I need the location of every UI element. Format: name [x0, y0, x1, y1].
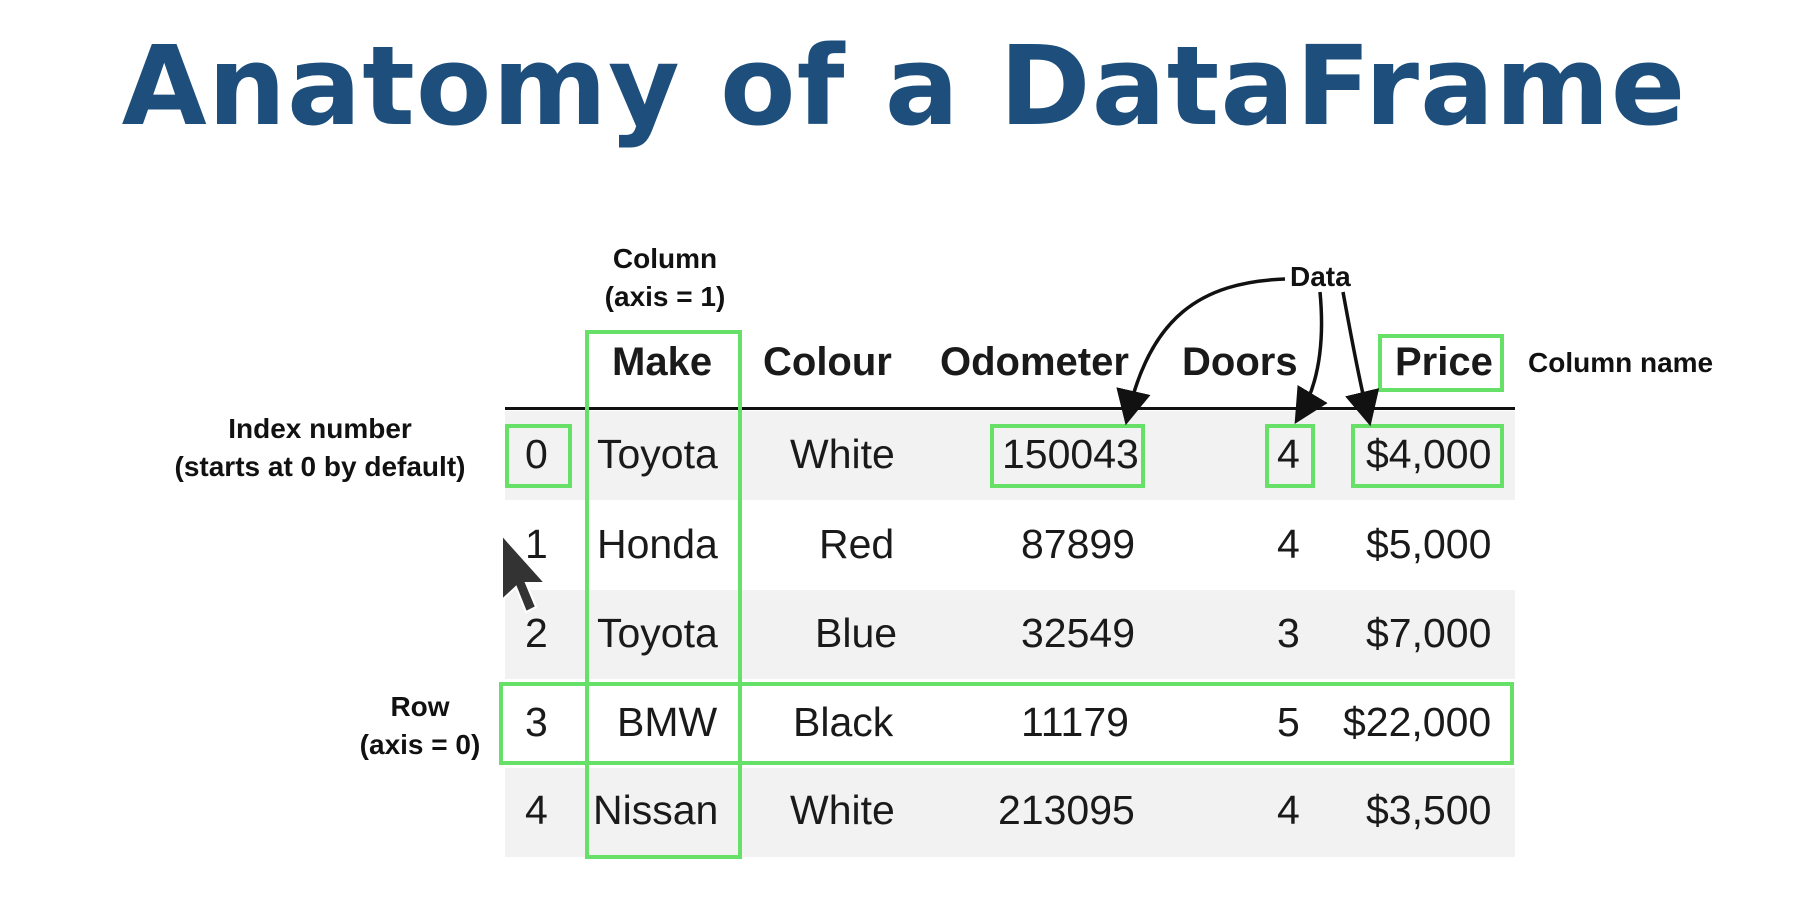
- odometer-cell: 213095: [998, 787, 1135, 833]
- arrow-to-doors: [1294, 291, 1328, 425]
- price-cell: $4,000: [1366, 431, 1492, 477]
- index-number-line2: (starts at 0 by default): [174, 451, 466, 482]
- row-annotation-line2: (axis = 0): [359, 729, 481, 760]
- doors-cell: 4: [1277, 787, 1300, 833]
- price-header-highlight-box: [1378, 334, 1504, 392]
- make-cell: Toyota: [597, 431, 718, 477]
- odometer-cell: 87899: [1021, 521, 1136, 567]
- arrow-to-price: [1341, 291, 1380, 427]
- doors-cell: 4: [1277, 431, 1300, 477]
- index-cell: 0: [525, 431, 548, 477]
- odometer-cell: 32549: [1021, 610, 1136, 656]
- make-cell: Honda: [597, 521, 718, 567]
- row-annotation-line1: Row: [390, 691, 450, 722]
- doors-cell: 4: [1277, 521, 1300, 567]
- colour-cell: White: [790, 431, 895, 477]
- column-name-annotation: Column name: [1528, 347, 1714, 378]
- colour-cell: White: [790, 787, 895, 833]
- index-cell: 2: [525, 610, 548, 656]
- index-cell: 4: [525, 787, 548, 833]
- price-data-highlight-box: [1351, 424, 1504, 488]
- price-cell: $3,500: [1366, 787, 1492, 833]
- row-band-4: [505, 768, 1515, 857]
- column-annotation-line1: Column: [612, 243, 718, 274]
- arrow-to-odometer: [1116, 277, 1286, 426]
- colour-cell: Red: [819, 521, 895, 567]
- odometer-cell: 150043: [1002, 431, 1139, 477]
- header-price: Price: [1395, 340, 1493, 384]
- index-cell: 1: [525, 521, 548, 567]
- header-odometer: Odometer: [940, 340, 1129, 384]
- header-doors: Doors: [1182, 340, 1298, 384]
- odometer-data-highlight-box: [990, 424, 1145, 488]
- data-annotation: Data: [1290, 261, 1351, 292]
- column-highlight-box: [585, 330, 742, 859]
- price-cell: $22,000: [1343, 699, 1492, 745]
- header-rule: [505, 407, 1515, 410]
- row-annotation: Row (axis = 0): [340, 688, 500, 764]
- make-cell: Toyota: [597, 610, 718, 656]
- doors-cell: 5: [1277, 699, 1300, 745]
- row-band-2: [505, 590, 1515, 679]
- price-cell: $5,000: [1366, 521, 1492, 567]
- header-make: Make: [612, 340, 713, 384]
- index-highlight-box: [505, 424, 572, 488]
- page-title: Anatomy of a DataFrame: [121, 22, 1687, 150]
- header-colour: Colour: [763, 340, 892, 384]
- colour-cell: Black: [793, 699, 894, 745]
- column-annotation-line2: (axis = 1): [604, 281, 726, 312]
- row-highlight-box: [499, 682, 1514, 765]
- colour-cell: Blue: [815, 610, 898, 656]
- make-cell: BMW: [617, 699, 718, 745]
- odometer-cell: 11179: [1021, 699, 1129, 745]
- doors-cell: 3: [1277, 610, 1300, 656]
- index-number-annotation: Index number (starts at 0 by default): [150, 410, 490, 486]
- index-number-line1: Index number: [228, 413, 412, 444]
- make-cell: Nissan: [593, 787, 719, 833]
- doors-data-highlight-box: [1265, 424, 1315, 488]
- index-cell: 3: [525, 699, 548, 745]
- price-cell: $7,000: [1366, 610, 1492, 656]
- column-annotation: Column (axis = 1): [590, 240, 740, 316]
